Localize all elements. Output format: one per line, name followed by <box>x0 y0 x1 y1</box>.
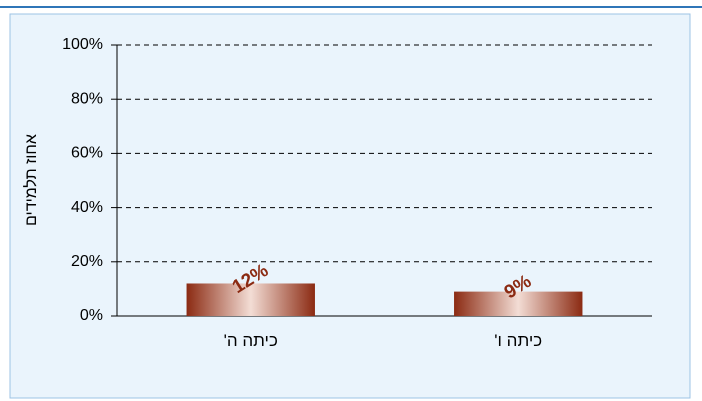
y-tick-label: 20% <box>71 253 103 270</box>
y-axis-label: אחוז תלמידים <box>22 134 40 226</box>
y-tick-label: 80% <box>71 90 103 107</box>
y-tick-label: 60% <box>71 145 103 162</box>
x-tick-label: כיתה ה' <box>223 331 278 350</box>
y-tick-label: 100% <box>62 36 103 53</box>
bar <box>454 291 583 316</box>
chart-frame <box>9 13 691 399</box>
bar <box>186 283 315 316</box>
y-tick-label: 40% <box>71 199 103 216</box>
x-tick-label: כיתה ו' <box>494 331 543 350</box>
y-tick-label: 0% <box>80 307 103 324</box>
